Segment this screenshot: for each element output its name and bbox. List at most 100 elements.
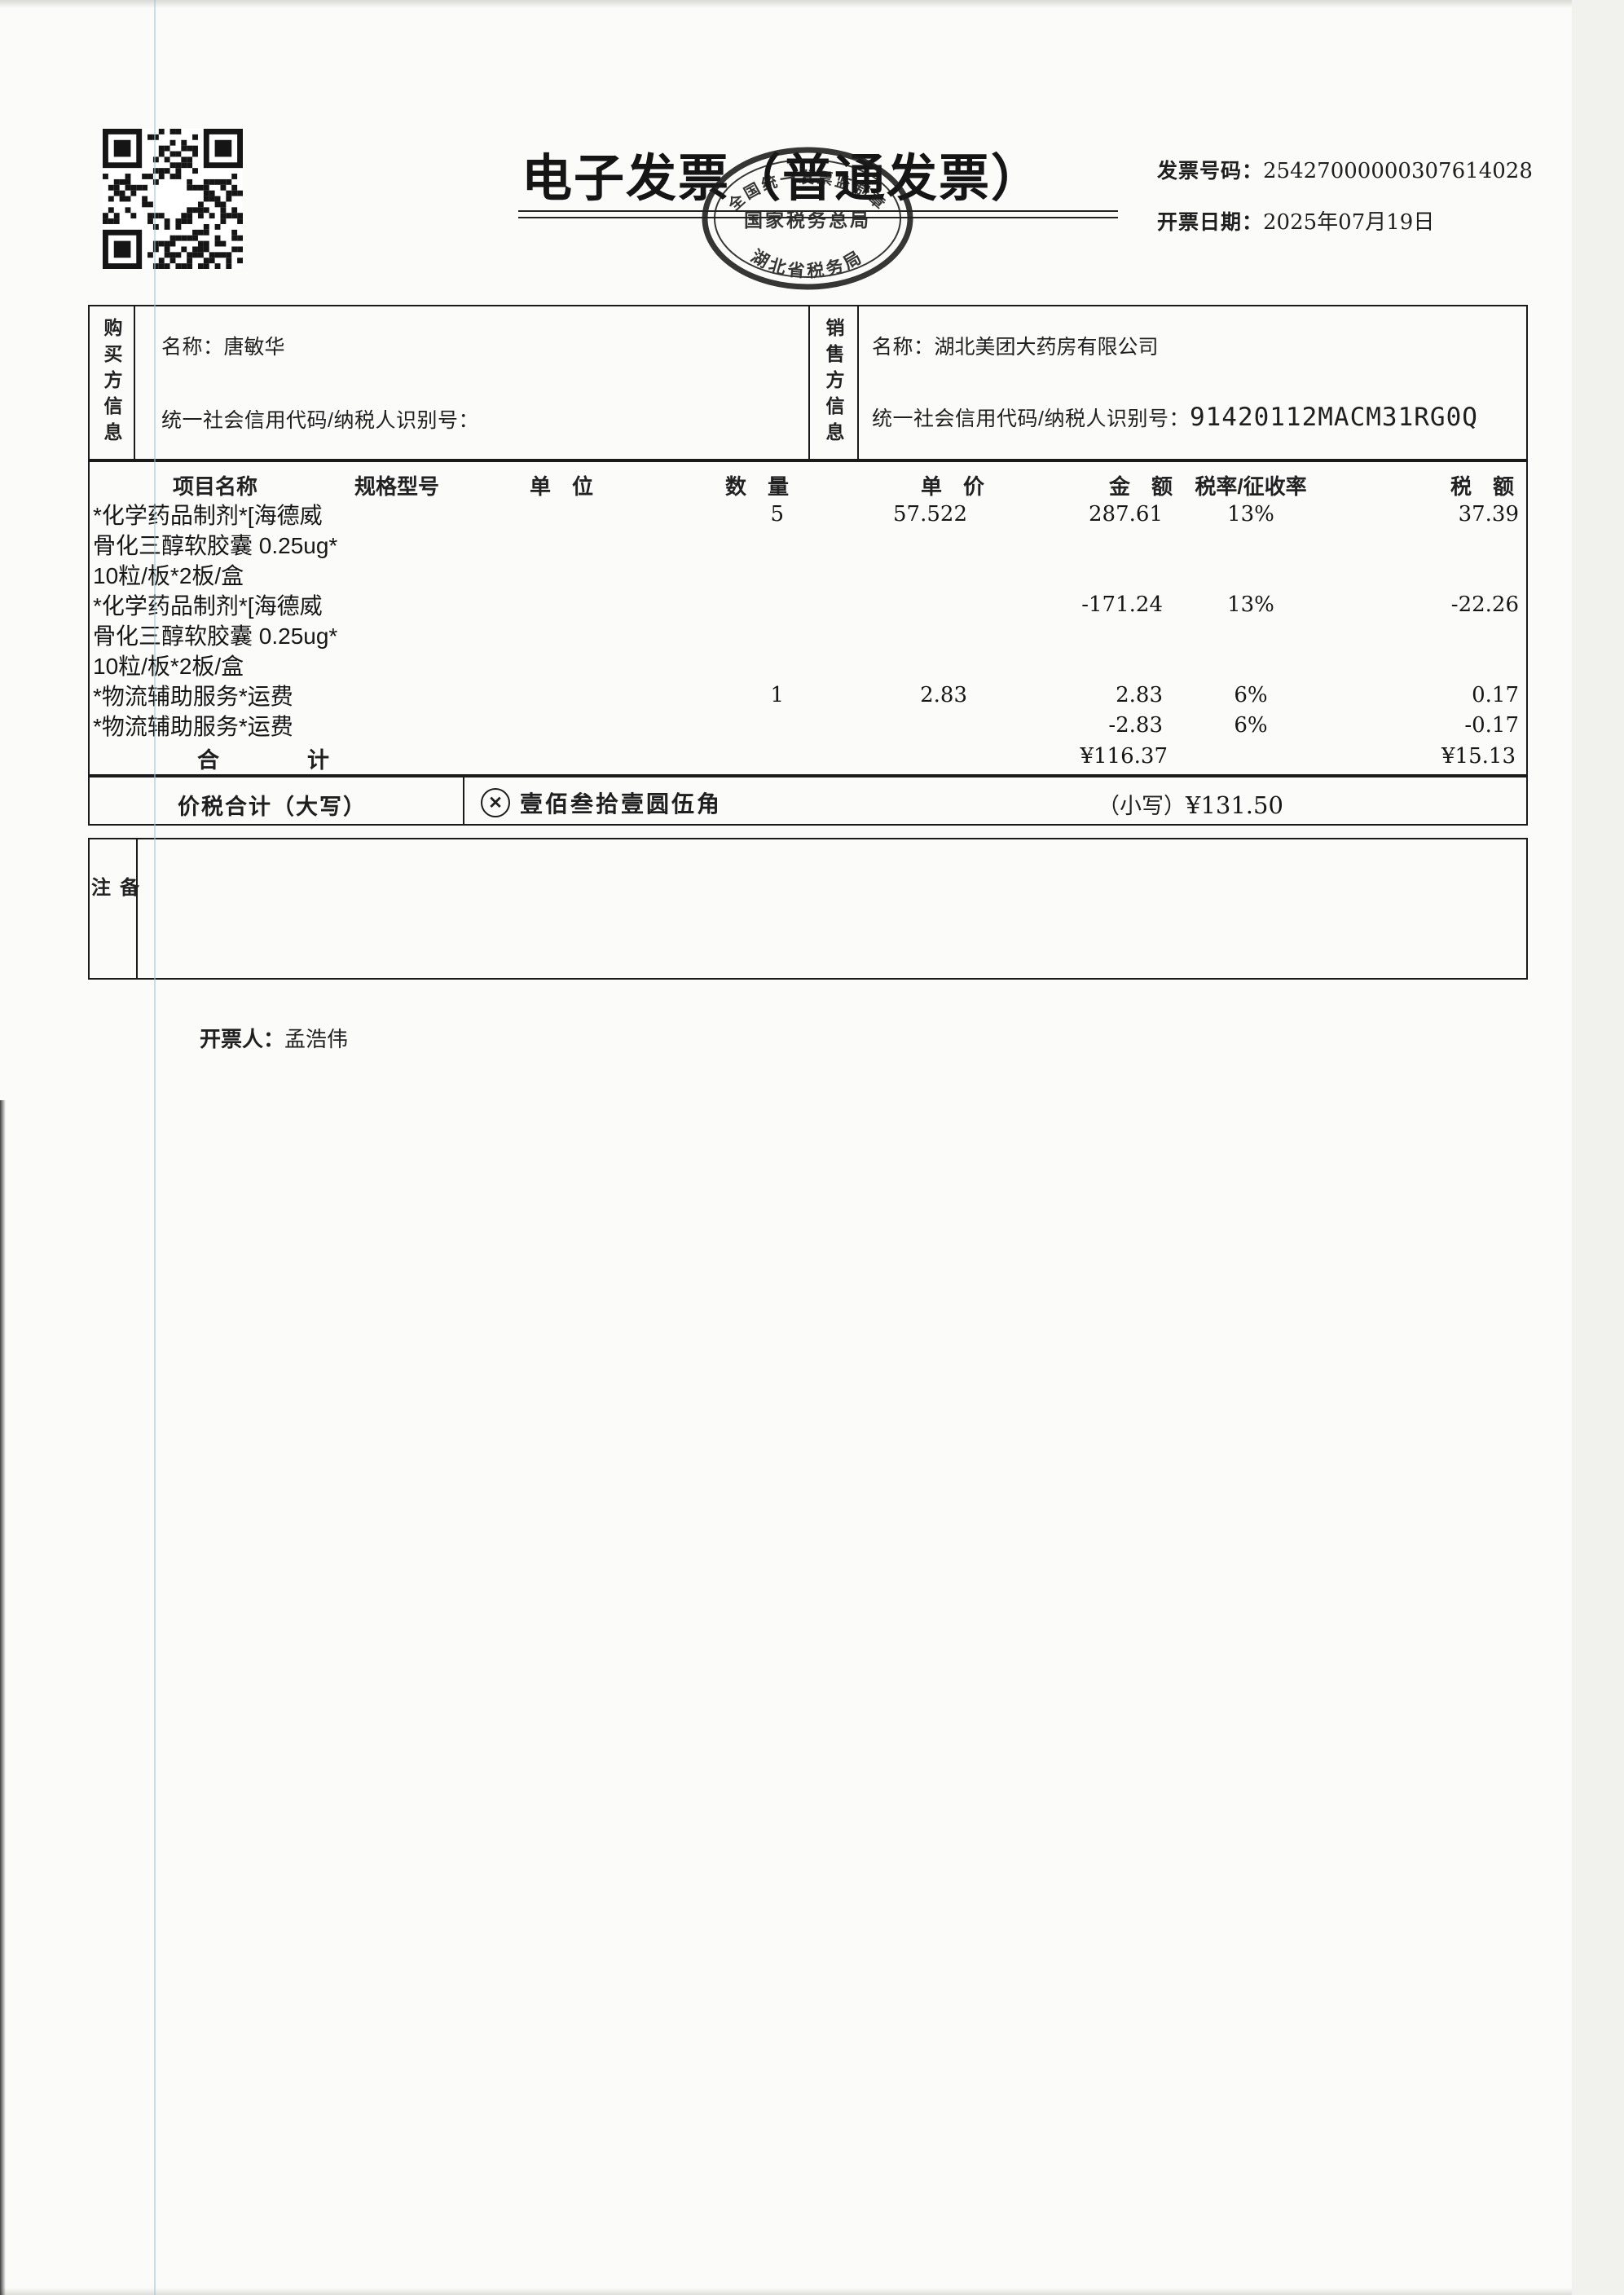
scan-band-right: [1572, 0, 1624, 2295]
table-row: *物流辅助服务*运费 -2.83 6% -0.17: [90, 709, 1526, 739]
cell-quantity: 5: [770, 502, 784, 526]
seller-name-value: 湖北美团大药房有限公司: [934, 336, 1159, 359]
cell-tax-rate: 6%: [1234, 713, 1268, 738]
totals-amount: ¥116.37: [1080, 744, 1168, 769]
invoice-date-label: 开票日期：: [1157, 211, 1264, 234]
grand-total-words-wrap: ✕ 壹佰叁拾壹圆伍角: [481, 786, 722, 819]
buyer-side-column: 购买方信息: [90, 306, 135, 459]
totals-row: 合计 ¥116.37 ¥15.13: [90, 739, 1526, 773]
seal-bottom-text: 湖北省税务局: [748, 247, 865, 281]
cell-item-name: *化学药品制剂*[海德威: [93, 503, 323, 528]
cell-item-name: 10粒/板*2板/盒: [93, 654, 244, 679]
seller-name-line: 名称：湖北美团大药房有限公司: [872, 331, 1159, 360]
title-underline-1: [518, 210, 1118, 212]
issuer-label: 开票人：: [200, 1027, 285, 1051]
remarks-label: 备注: [87, 877, 139, 934]
items-table-header: 项目名称 规格型号 单 位 数 量 单 价 金 额 税率/征收率 税 额: [90, 462, 1526, 499]
invoice-date-row: 开票日期：2025年07月19日: [1157, 205, 1533, 236]
title-underline-2: [518, 217, 1118, 218]
grand-total-label: 价税合计（大写）: [178, 795, 367, 819]
cell-tax-rate: 13%: [1227, 502, 1274, 526]
table-row: 骨化三醇软胶囊 0.25ug*: [90, 619, 1526, 649]
grand-total-small-label: （小写）: [1098, 794, 1186, 818]
totals-label: 合计: [197, 748, 417, 773]
header-item-name: 项目名称: [173, 474, 258, 499]
invoice-number-row: 发票号码：25427000000307614028: [1157, 155, 1533, 184]
cell-amount: -2.83: [1108, 713, 1163, 738]
seller-taxid-label: 统一社会信用代码/纳税人识别号：: [872, 407, 1190, 430]
qr-code-icon: [103, 129, 243, 269]
scan-edge-left: [0, 1100, 6, 2295]
remarks-label-column: 备注: [88, 839, 139, 978]
svg-text:全国统一发票监制章: 全国统一发票监制章: [724, 168, 891, 215]
seller-taxid-line: 统一社会信用代码/纳税人识别号：91420112MACM31RG0Q: [872, 403, 1478, 432]
cell-item-name: *化学药品制剂*[海德威: [93, 593, 323, 619]
party-info-box: 购买方信息 名称：唐敏华 统一社会信用代码/纳税人识别号： 销售方信息 名称：湖…: [88, 305, 1528, 460]
remarks-box: 备注: [88, 838, 1528, 980]
totals-tax: ¥15.13: [1441, 744, 1516, 769]
table-row: 骨化三醇软胶囊 0.25ug*: [90, 528, 1526, 558]
grand-total-small-value: ¥131.50: [1186, 791, 1283, 819]
scan-edge-top: [0, 0, 1624, 8]
seller-info-area: 名称：湖北美团大药房有限公司 统一社会信用代码/纳税人识别号：91420112M…: [859, 306, 1526, 459]
cell-tax-rate: 6%: [1234, 683, 1268, 707]
cell-item-name: *物流辅助服务*运费: [93, 684, 293, 709]
cell-quantity: 1: [770, 683, 784, 707]
seller-side-label: 销售方信息: [823, 317, 844, 448]
cell-tax-amount: -22.26: [1450, 592, 1519, 617]
buyer-side-label: 购买方信息: [101, 317, 122, 448]
cell-amount: 2.83: [1116, 683, 1163, 707]
seal-middle-text: 国家税务总局: [744, 209, 871, 231]
header-unit: 单 位: [530, 474, 594, 499]
cell-item-name: 骨化三醇软胶囊 0.25ug*: [93, 533, 338, 558]
buyer-taxid-label: 统一社会信用代码/纳税人识别号：: [161, 409, 479, 432]
buyer-taxid-line: 统一社会信用代码/纳税人识别号：: [161, 404, 479, 434]
scanner-streak-line: [154, 0, 156, 2295]
cell-item-name: 10粒/板*2板/盒: [93, 563, 244, 588]
cell-amount: 287.61: [1089, 502, 1163, 526]
items-table: 项目名称 规格型号 单 位 数 量 单 价 金 额 税率/征收率 税 额 *化学…: [88, 460, 1528, 776]
issuer-name: 孟浩伟: [284, 1027, 349, 1051]
remarks-content: [138, 839, 1526, 978]
grand-total-divider: [463, 777, 464, 824]
grand-total-numeric: （小写）¥131.50: [1098, 788, 1283, 820]
seller-name-label: 名称：: [872, 336, 935, 359]
invoice-number-label: 发票号码：: [1157, 160, 1264, 183]
seller-side-column: 销售方信息: [808, 306, 859, 459]
invoice-title: 电子发票（普通发票）: [521, 151, 1043, 207]
cell-tax-amount: 0.17: [1472, 683, 1519, 707]
table-row: 10粒/板*2板/盒: [90, 649, 1526, 679]
cell-item-name: *物流辅助服务*运费: [93, 714, 293, 739]
table-row: *物流辅助服务*运费 1 2.83 2.83 6% 0.17: [90, 679, 1526, 709]
buyer-info-area: 名称：唐敏华 统一社会信用代码/纳税人识别号：: [135, 306, 808, 459]
items-rows: *化学药品制剂*[海德威 5 57.522 287.61 13% 37.39 骨化三醇软胶囊…: [90, 498, 1526, 739]
grand-total-words: 壹佰叁拾壹圆伍角: [520, 791, 723, 817]
header-tax-rate: 税率/征收率: [1195, 474, 1307, 499]
cell-tax-amount: -0.17: [1464, 713, 1519, 738]
invoice-date-value: 2025年07月19日: [1263, 210, 1435, 235]
tax-bureau-seal-icon: 全国统一发票监制章 国家税务总局 湖北省税务局: [702, 147, 913, 290]
issuer-line: 开票人：孟浩伟: [200, 1023, 348, 1053]
buyer-name-value: 唐敏华: [223, 336, 285, 359]
header-tax-amount: 税 额: [1450, 474, 1514, 499]
header-spec: 规格型号: [354, 474, 440, 499]
cell-unit-price: 57.522: [893, 502, 967, 526]
seal-arc-text: 全国统一发票监制章: [724, 168, 888, 215]
cell-amount: -171.24: [1081, 592, 1163, 617]
buyer-name-label: 名称：: [161, 336, 224, 359]
cross-circle-icon: ✕: [481, 788, 510, 817]
cell-unit-price: 2.83: [920, 683, 967, 707]
scan-edge-bottom: [0, 2288, 1624, 2295]
grand-total-row: 价税合计（大写） ✕ 壹佰叁拾壹圆伍角 （小写）¥131.50: [88, 776, 1528, 826]
cell-item-name: 骨化三醇软胶囊 0.25ug*: [93, 623, 338, 649]
invoice-meta: 发票号码：25427000000307614028 开票日期：2025年07月1…: [1157, 155, 1533, 257]
table-row: *化学药品制剂*[海德威 -171.24 13% -22.26: [90, 588, 1526, 619]
cell-tax-amount: 37.39: [1458, 502, 1519, 526]
header-unit-price: 单 价: [920, 474, 984, 499]
svg-text:湖北省税务局: 湖北省税务局: [748, 247, 868, 281]
buyer-name-line: 名称：唐敏华: [161, 331, 285, 360]
table-row: *化学药品制剂*[海德威 5 57.522 287.61 13% 37.39: [90, 498, 1526, 528]
cell-tax-rate: 13%: [1227, 592, 1274, 617]
header-quantity: 数 量: [724, 474, 789, 499]
